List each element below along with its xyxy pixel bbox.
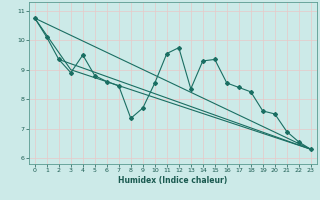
X-axis label: Humidex (Indice chaleur): Humidex (Indice chaleur) xyxy=(118,176,228,185)
